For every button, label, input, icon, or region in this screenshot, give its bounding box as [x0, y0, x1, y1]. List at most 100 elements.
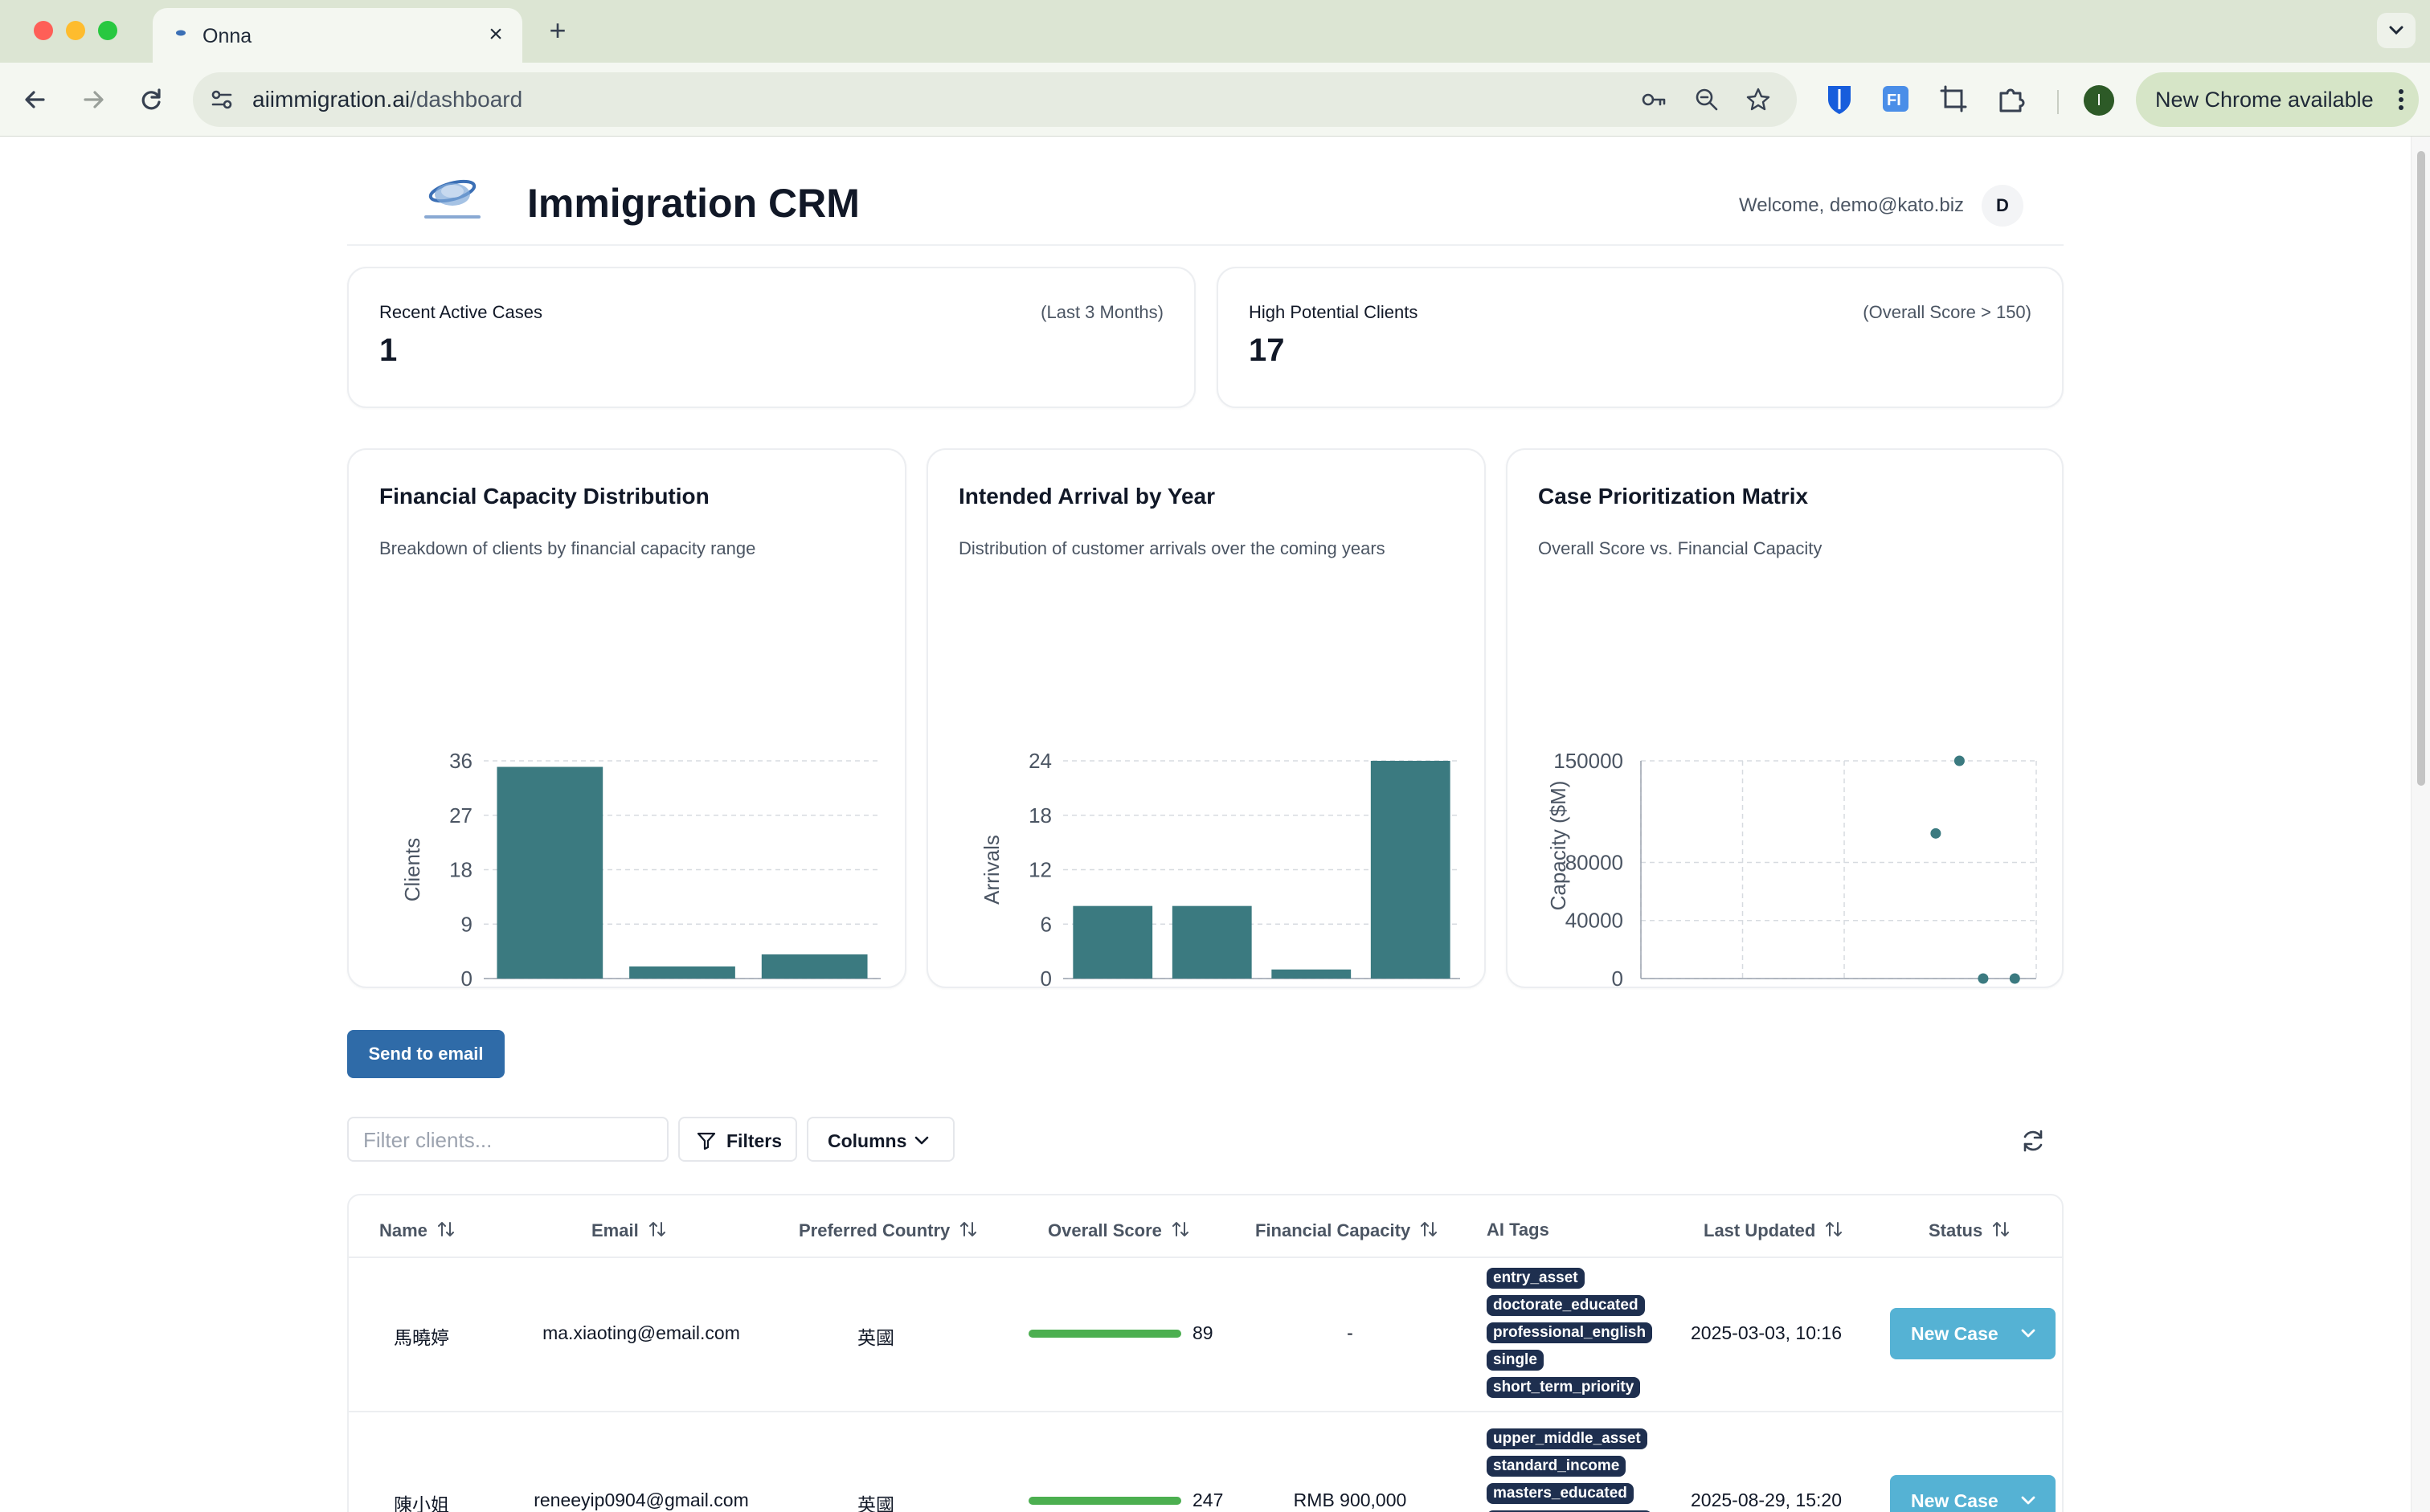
y-tick-label: 18	[1029, 803, 1052, 828]
status-dropdown[interactable]: New Case	[1890, 1475, 2056, 1512]
column-header-updated[interactable]: Last Updated	[1704, 1220, 1843, 1244]
welcome-text: Welcome, demo@kato.biz	[1739, 194, 1965, 216]
status-label: New Case	[1911, 1490, 1998, 1511]
zoom-icon[interactable]	[1692, 85, 1721, 114]
refresh-icon[interactable]	[2019, 1126, 2048, 1155]
prioritization-scatter-chart: 04000080000150000090180350Overall ScoreC…	[1546, 749, 2037, 990]
minimize-window-button[interactable]	[66, 21, 85, 40]
sort-icon[interactable]	[1825, 1220, 1843, 1244]
chart-card-prioritization-matrix: Case Prioritization Matrix Overall Score…	[1506, 448, 2064, 990]
column-header-name[interactable]: Name	[379, 1220, 455, 1244]
sort-icon[interactable]	[648, 1220, 666, 1244]
column-header-label: Overall Score	[1048, 1220, 1162, 1240]
url-path: /dashboard	[410, 87, 523, 112]
sort-icon[interactable]	[959, 1220, 977, 1244]
send-to-email-button[interactable]: Send to email	[347, 1030, 505, 1078]
column-header-status[interactable]: Status	[1929, 1220, 2010, 1244]
tab-close-icon[interactable]: ×	[489, 21, 503, 47]
stat-value: 1	[379, 333, 398, 368]
filters-button[interactable]: Filters	[678, 1117, 797, 1162]
y-tick-label: 12	[1029, 858, 1052, 882]
chart-subtitle: Breakdown of clients by financial capaci…	[379, 538, 756, 558]
column-header-capacity[interactable]: Financial Capacity	[1255, 1220, 1438, 1244]
browser-tab[interactable]: Onna ×	[153, 8, 522, 63]
column-header-label: Financial Capacity	[1255, 1220, 1411, 1240]
clients-table: Name Email Preferred Country Overall Sco…	[347, 1194, 2064, 1512]
page-scrollbar[interactable]	[2411, 137, 2430, 1512]
profile-avatar[interactable]: I	[2084, 85, 2114, 116]
client-score: 89	[1192, 1322, 1213, 1343]
ai-tag: upper_middle_asset	[1487, 1428, 1647, 1449]
column-header-country[interactable]: Preferred Country	[799, 1220, 977, 1244]
score-bar-fill	[1029, 1497, 1181, 1505]
stat-value: 17	[1249, 333, 1285, 368]
y-tick-label: 24	[1029, 749, 1052, 773]
y-tick-label: 150000	[1553, 749, 1623, 773]
bitwarden-extension-icon[interactable]	[1819, 79, 1859, 119]
columns-dropdown-button[interactable]: Columns	[807, 1117, 955, 1162]
chart-subtitle: Distribution of customer arrivals over t…	[959, 538, 1385, 558]
reload-icon[interactable]	[132, 80, 170, 119]
bar	[1073, 905, 1153, 979]
tab-title: Onna	[202, 25, 252, 47]
password-key-icon[interactable]	[1639, 85, 1668, 114]
y-tick-label: 18	[449, 858, 472, 882]
ai-tag: single	[1487, 1350, 1544, 1371]
screenshot-extension-icon[interactable]	[1933, 79, 1974, 119]
status-label: New Case	[1911, 1323, 1998, 1344]
bookmark-star-icon[interactable]	[1744, 85, 1773, 114]
client-country: 英國	[857, 1494, 894, 1512]
client-country: 英國	[857, 1327, 894, 1348]
scrollbar-thumb[interactable]	[2417, 151, 2425, 786]
tab-favicon-icon	[176, 30, 186, 36]
chevron-down-icon	[2389, 26, 2403, 35]
maximize-window-button[interactable]	[98, 21, 117, 40]
svg-text:FI: FI	[1887, 92, 1901, 109]
close-window-button[interactable]	[34, 21, 53, 40]
forward-icon[interactable]	[74, 80, 112, 119]
address-bar[interactable]: aiimmigration.ai/dashboard	[193, 72, 1797, 127]
column-header-email[interactable]: Email	[591, 1220, 666, 1244]
chevron-down-icon	[914, 1136, 929, 1145]
chrome-update-button[interactable]: New Chrome available	[2136, 72, 2419, 127]
y-axis-label: Capacity ($M)	[1546, 781, 1570, 911]
stat-hint: (Overall Score > 150)	[1863, 302, 2031, 322]
url-text: aiimmigration.ai/dashboard	[252, 87, 522, 112]
ai-tag: masters_educated	[1487, 1483, 1634, 1504]
stat-hint: (Last 3 Months)	[1041, 302, 1164, 322]
column-header-score[interactable]: Overall Score	[1048, 1220, 1189, 1244]
ai-tag: short_term_priority	[1487, 1377, 1641, 1398]
status-dropdown[interactable]: New Case	[1890, 1308, 2056, 1359]
y-tick-label: 80000	[1565, 850, 1623, 874]
site-info-icon[interactable]	[207, 85, 236, 114]
more-vert-icon[interactable]	[2393, 82, 2409, 117]
row-divider	[349, 1411, 2062, 1412]
user-avatar[interactable]: D	[1982, 185, 2023, 227]
y-tick-label: 36	[449, 749, 472, 773]
sort-icon[interactable]	[1992, 1220, 2010, 1244]
ai-tag: entry_asset	[1487, 1268, 1585, 1289]
column-header-label: Name	[379, 1220, 428, 1240]
new-tab-icon[interactable]: +	[549, 14, 567, 47]
dashboard-page: Immigration CRM Welcome, demo@kato.biz D…	[0, 137, 2411, 1512]
extensions-puzzle-icon[interactable]	[1991, 79, 2031, 119]
tab-search-button[interactable]	[2377, 13, 2416, 48]
sort-icon[interactable]	[1172, 1220, 1189, 1244]
filter-clients-input[interactable]: Filter clients...	[347, 1117, 669, 1162]
back-icon[interactable]	[16, 80, 55, 119]
page-title: Immigration CRM	[527, 181, 860, 226]
chevron-down-icon	[2021, 1329, 2035, 1338]
bar	[1370, 761, 1450, 979]
client-capacity: RMB 900,000	[1293, 1490, 1407, 1510]
y-tick-label: 9	[461, 912, 472, 936]
scatter-point	[2009, 973, 2020, 984]
bar	[1271, 969, 1352, 979]
stat-label: High Potential Clients	[1249, 302, 1418, 322]
ai-tag: standard_income	[1487, 1456, 1626, 1477]
chart-title: Case Prioritization Matrix	[1538, 484, 1809, 509]
toolbar-divider	[2057, 90, 2059, 114]
sort-icon[interactable]	[437, 1220, 455, 1244]
translate-extension-icon[interactable]: FI	[1876, 79, 1916, 119]
sort-icon[interactable]	[1420, 1220, 1438, 1244]
